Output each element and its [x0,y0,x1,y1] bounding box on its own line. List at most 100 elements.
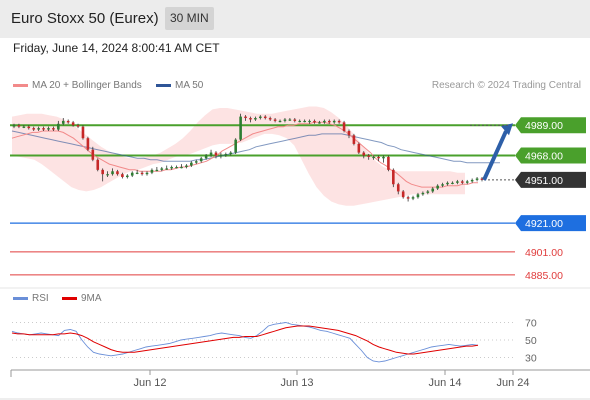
level-label-bg [515,117,586,134]
candle-body [229,152,233,155]
x-tick-label: Jun 12 [133,377,166,389]
9ma-swatch [62,296,77,300]
candle-body [116,171,119,175]
candle-body [219,155,223,157]
candle-body [293,119,297,121]
candle-body [249,118,252,120]
rsi-9ma-line [11,325,479,355]
candle-body [76,125,80,127]
candle-body [362,152,366,156]
candle-body [17,125,21,127]
candle-body [421,192,425,195]
instrument-title: Euro Stoxx 50 (Eurex) [11,10,159,27]
candle-body [460,181,464,183]
candle-body [224,154,228,156]
candle-body [278,120,282,123]
candle-body [52,128,55,130]
candle-body [254,118,257,120]
candle-body [268,118,272,120]
ma20-swatch [13,83,28,87]
ma50-line [11,130,500,164]
level-label-bg [515,171,586,188]
level-label-text: 4989.00 [525,120,563,132]
candle-body [283,119,287,121]
x-tick-label: Jun 13 [280,377,313,389]
candle-body [234,139,237,153]
level-label-4968.00: 4968.00 [515,147,586,164]
candle-body [27,126,31,129]
x-tick-label: Jun 14 [428,377,461,389]
candle-body [308,120,311,123]
candle-body [436,185,439,189]
candle-body [135,172,139,174]
level-label-text: 4885.00 [525,270,563,282]
level-label-bg [515,147,586,164]
level-label-4921.00: 4921.00 [515,215,586,232]
legend-rsi: RSI [13,293,49,304]
ma50-swatch [156,83,171,87]
candle-body [470,179,474,182]
candle-body [57,123,60,130]
candle-body [214,152,218,156]
rsi-tick-label: 50 [525,335,537,347]
candle-body [288,119,292,121]
candle-body [121,174,124,178]
rsi-line [11,322,479,363]
timeframe-badge[interactable]: 30 MIN [165,7,214,30]
candle-body [352,135,356,144]
candle-body [416,194,420,198]
candle-body [401,191,405,198]
candle-body [239,116,242,140]
rsi-tick-label: 30 [525,353,537,365]
candle-body [180,166,183,169]
candle-body [406,197,410,199]
level-label-text: 4951.00 [525,175,563,187]
candle-body [431,188,435,192]
candle-body [155,169,159,172]
candle-body [22,126,26,128]
candle-body [101,169,104,175]
level-label-text: 4901.00 [525,247,563,259]
candle-body [387,156,390,170]
candle-body [323,120,326,123]
legend-rsi-label: RSI [32,293,49,304]
candle-body [303,120,306,123]
candle-body [298,120,302,123]
candle-body [81,126,85,139]
candle-body [12,125,16,127]
candle-body [86,138,90,150]
level-label-4951.00: 4951.00 [515,171,586,188]
bollinger-band [12,106,465,206]
candle-body [42,128,45,130]
legend-ma20-label: MA 20 + Bollinger Bands [32,80,142,91]
candle-body [446,182,449,185]
candle-body [47,128,50,130]
candle-body [342,122,346,131]
candle-body [456,181,459,183]
candle-body [66,120,70,123]
candle-body [480,178,484,180]
forecast-arrow-head [501,123,513,136]
candle-body [451,182,454,185]
level-label-4989.00: 4989.00 [515,117,586,134]
credit-text: Research © 2024 Trading Central [431,80,581,91]
candle-body [71,122,75,126]
candle-body [106,174,109,176]
candle-body [475,178,479,180]
candle-body [37,128,40,130]
x-tick-label: Jun 24 [496,377,529,389]
candle-body [327,120,331,123]
candle-body [32,128,36,130]
candle-body [337,120,341,123]
candle-body [426,191,430,193]
candle-body [347,130,351,136]
legend-9ma: 9MA [62,293,102,304]
candle-body [140,172,144,175]
candle-body [441,184,444,186]
candle-body [273,119,277,121]
rsi-tick-label: 70 [525,318,537,330]
candle-body [313,120,316,123]
candle-body [382,156,385,159]
